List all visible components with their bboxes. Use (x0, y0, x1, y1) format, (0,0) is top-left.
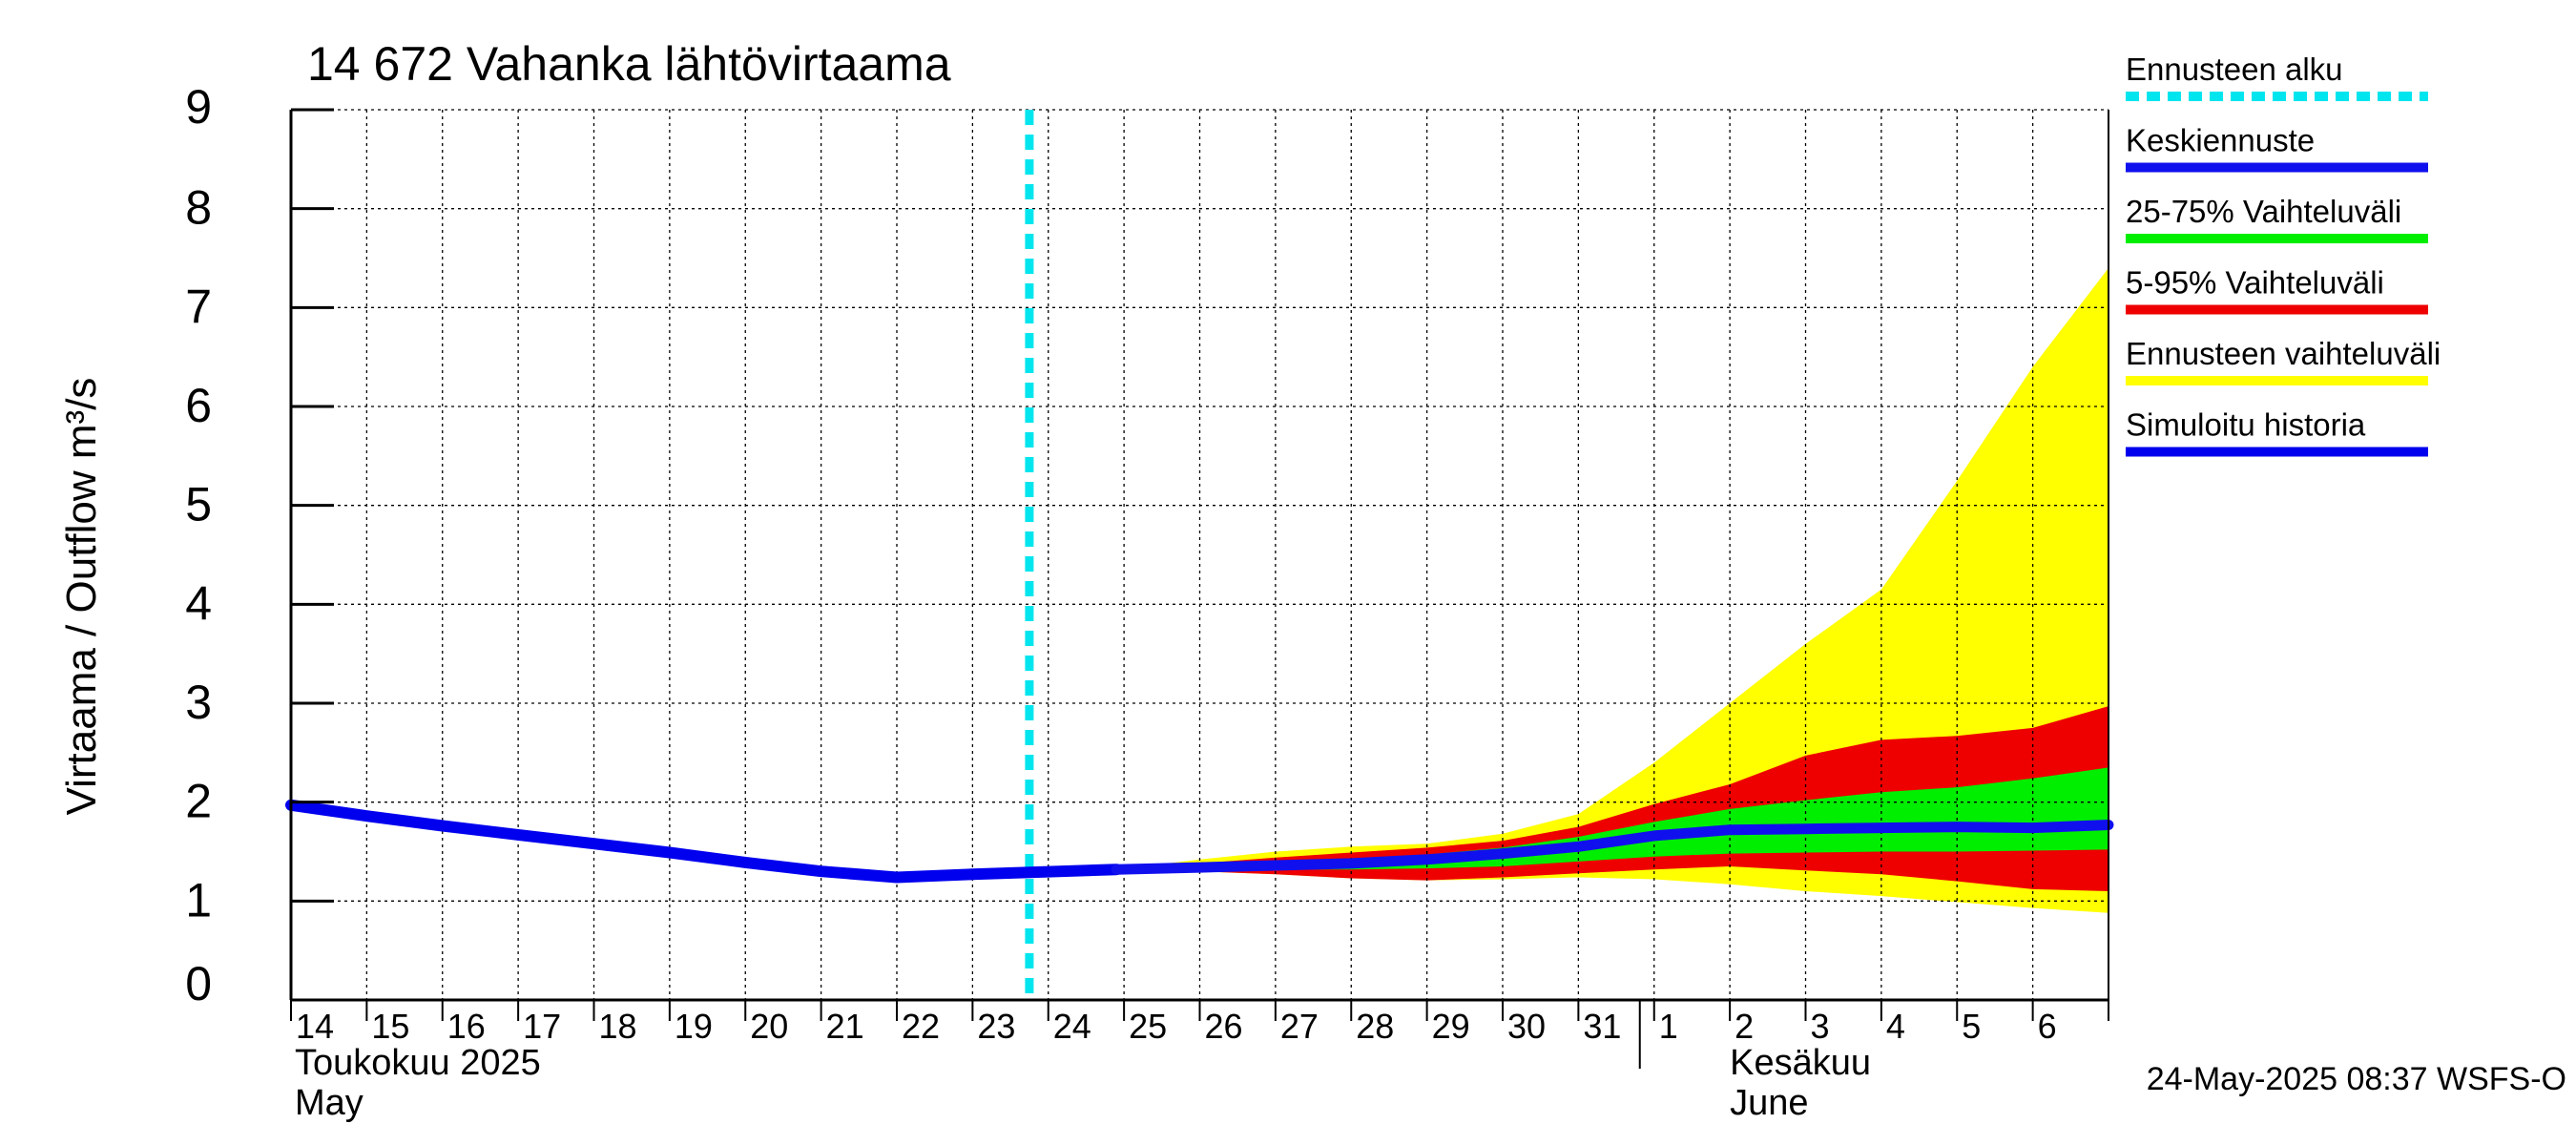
x-tick-label: 20 (750, 1007, 788, 1046)
y-tick-label: 4 (185, 576, 212, 630)
y-tick-label: 7 (185, 280, 212, 333)
x-tick-label: 27 (1280, 1007, 1319, 1046)
legend-label-mean: Keskiennuste (2126, 123, 2315, 158)
x-tick-label: 5 (1962, 1007, 1981, 1046)
x-tick-label: 3 (1811, 1007, 1830, 1046)
x-tick-label: 14 (296, 1007, 334, 1046)
p25-75-band (1116, 767, 2109, 870)
y-tick-label: 2 (185, 775, 212, 828)
x-tick-label: 24 (1053, 1007, 1091, 1046)
y-tick-label: 1 (185, 873, 212, 926)
x-tick-label: 15 (371, 1007, 409, 1046)
x-tick-label: 28 (1356, 1007, 1394, 1046)
legend-label-forecast_start: Ennusteen alku (2126, 52, 2343, 87)
x-tick-label: 23 (977, 1007, 1015, 1046)
x-tick-label: 22 (902, 1007, 940, 1046)
x-tick-label: 31 (1583, 1007, 1621, 1046)
legend: Ennusteen alku Keskiennuste 25-75% Vaihtel… (2126, 52, 2441, 457)
y-tick-label: 6 (185, 379, 212, 432)
x-tick-label: 26 (1205, 1007, 1243, 1046)
x-tick-label: 25 (1129, 1007, 1167, 1046)
month-label-fi: Kesäkuu (1730, 1043, 1871, 1083)
y-tick-label: 9 (185, 80, 212, 134)
month-label-fi: Toukokuu 2025 (295, 1043, 541, 1083)
x-tick-label: 6 (2038, 1007, 2057, 1046)
forecast-mean-line (1111, 820, 2114, 875)
month-label-en: May (295, 1083, 364, 1123)
x-tick-label: 18 (599, 1007, 637, 1046)
x-tick-label: 30 (1507, 1007, 1546, 1046)
x-tick-label: 2 (1735, 1007, 1754, 1046)
x-tick-label: 29 (1432, 1007, 1470, 1046)
x-tick-label: 17 (523, 1007, 561, 1046)
history-line (285, 799, 1123, 884)
x-tick-label: 19 (675, 1007, 713, 1046)
month-label-en: June (1730, 1083, 1808, 1123)
y-tick-label: 0 (185, 957, 212, 1010)
y-tick-label: 8 (185, 181, 212, 235)
x-tick-label: 21 (826, 1007, 864, 1046)
x-tick-label: 4 (1886, 1007, 1905, 1046)
y-tick-label: 3 (185, 676, 212, 729)
legend-label-p25_75: 25-75% Vaihteluväli (2126, 194, 2401, 229)
legend-label-range: Ennusteen vaihteluväli (2126, 336, 2441, 371)
y-tick-label: 5 (185, 478, 212, 531)
y-axis-label: Virtaama / Outflow m³/s (58, 378, 105, 816)
legend-label-p5_95: 5-95% Vaihteluväli (2126, 265, 2384, 301)
timestamp-label: 24-May-2025 08:37 WSFS-O (2147, 1061, 2566, 1097)
legend-label-history: Simuloitu historia (2126, 407, 2366, 443)
chart-title: 14 672 Vahanka lähtövirtaama (307, 37, 951, 91)
x-tick-label: 1 (1659, 1007, 1678, 1046)
x-tick-label: 16 (447, 1007, 486, 1046)
